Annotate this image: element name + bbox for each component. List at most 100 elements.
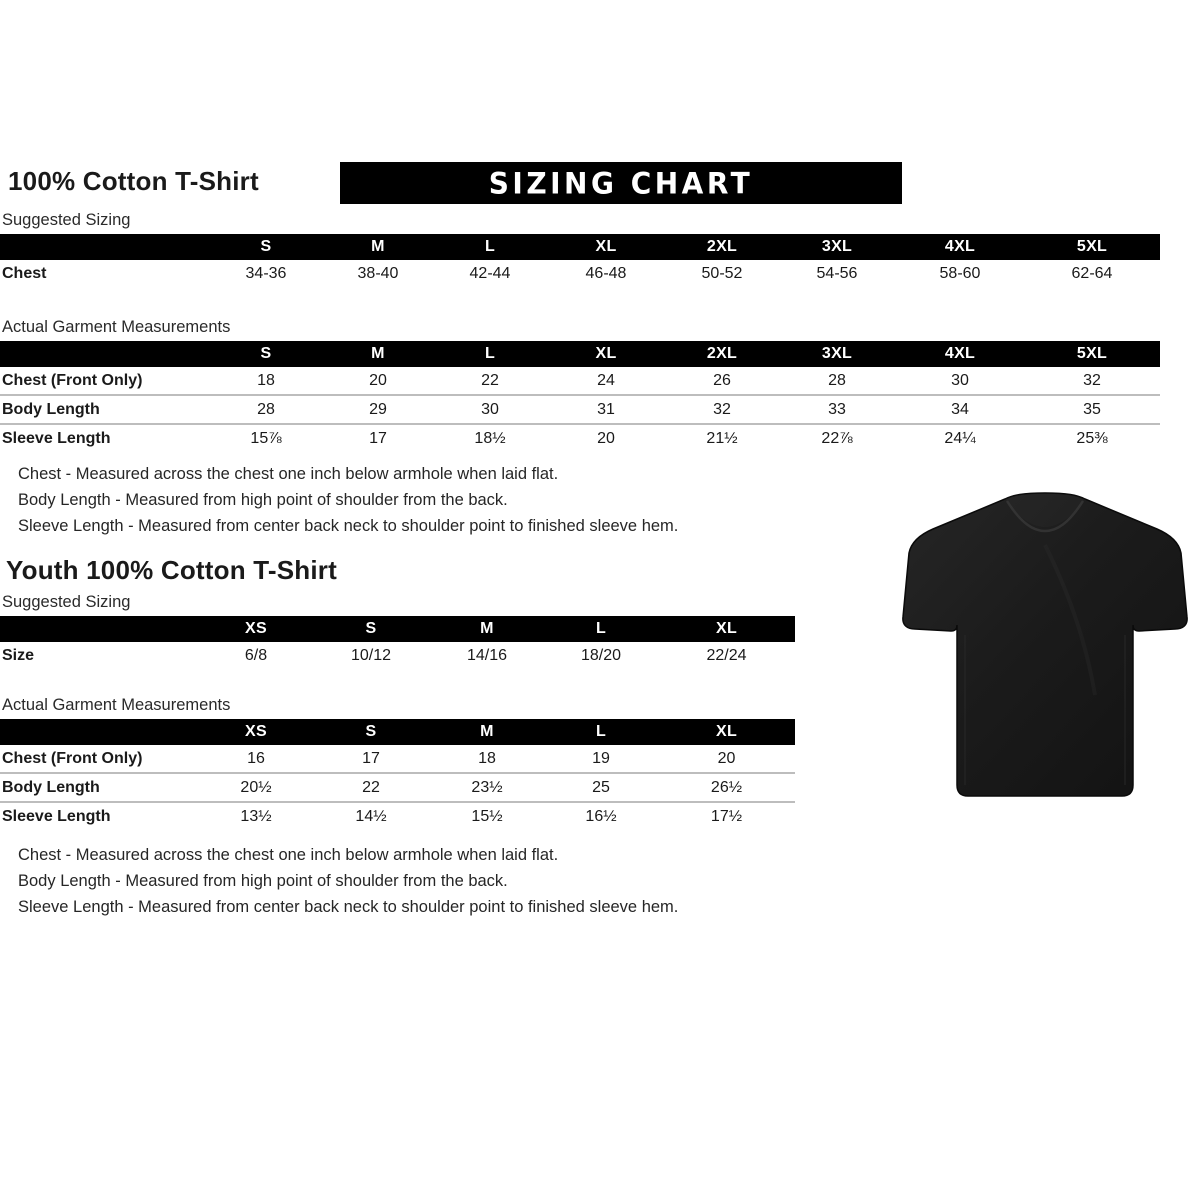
row-label-sleeve-length: Sleeve Length <box>0 424 210 452</box>
cell-bodylength-xs: 20½ <box>200 773 312 803</box>
cell-size-m: 14/16 <box>430 642 544 669</box>
sizing-chart-banner: SIZING CHART <box>340 162 902 204</box>
cell-bodylength-xl: 26½ <box>658 773 795 803</box>
col-header-xs: XS <box>200 616 312 642</box>
row-label-size: Size <box>0 642 200 669</box>
cell-chestfront-l: 19 <box>544 745 658 774</box>
cell-size-l: 18/20 <box>544 642 658 669</box>
cell-chest-5xl: 62-64 <box>1024 260 1160 287</box>
cell-sleevelength-3xl: 22⅞ <box>778 424 896 452</box>
table-row: Sleeve Length 15⅞ 17 18½ 20 21½ 22⅞ 24¼ … <box>0 424 1160 452</box>
cell-sleevelength-s: 15⅞ <box>210 424 322 452</box>
col-header-5xl: 5XL <box>1024 341 1160 367</box>
cell-sleevelength-l: 18½ <box>434 424 546 452</box>
cell-bodylength-m: 23½ <box>430 773 544 803</box>
col-header-3xl: 3XL <box>778 234 896 260</box>
adult-garment-measurements-table: S M L XL 2XL 3XL 4XL 5XL Chest (Front On… <box>0 341 1160 452</box>
col-header-m: M <box>430 719 544 745</box>
table-row: Chest (Front Only) 18 20 22 24 26 28 30 … <box>0 367 1160 396</box>
cell-sleevelength-5xl: 25⅜ <box>1024 424 1160 452</box>
col-header-l: L <box>434 234 546 260</box>
tshirt-product-image <box>895 485 1195 805</box>
cell-chestfront-m: 18 <box>430 745 544 774</box>
col-header-2xl: 2XL <box>666 234 778 260</box>
note-chest: Chest - Measured across the chest one in… <box>18 846 559 864</box>
row-label-body-length: Body Length <box>0 773 200 803</box>
cell-bodylength-2xl: 32 <box>666 395 778 425</box>
youth-garment-measurements-label: Actual Garment Measurements <box>2 696 231 714</box>
col-header-m: M <box>430 616 544 642</box>
header-row-label <box>0 719 200 745</box>
row-label-chest: Chest <box>0 260 210 287</box>
cell-size-xs: 6/8 <box>200 642 312 669</box>
cell-chestfront-s: 18 <box>210 367 322 396</box>
cell-sleevelength-2xl: 21½ <box>666 424 778 452</box>
adult-suggested-sizing-table: S M L XL 2XL 3XL 4XL 5XL Chest 34-36 38-… <box>0 234 1160 287</box>
col-header-m: M <box>322 341 434 367</box>
note-sleeve-length: Sleeve Length - Measured from center bac… <box>18 898 679 916</box>
cell-chestfront-xl: 24 <box>546 367 666 396</box>
table-header-row: S M L XL 2XL 3XL 4XL 5XL <box>0 341 1160 367</box>
table-row: Sleeve Length 13½ 14½ 15½ 16½ 17½ <box>0 802 795 830</box>
row-label-body-length: Body Length <box>0 395 210 425</box>
col-header-3xl: 3XL <box>778 341 896 367</box>
youth-garment-measurements-table: XS S M L XL Chest (Front Only) 16 17 18 … <box>0 719 795 830</box>
header-row-label <box>0 234 210 260</box>
cell-bodylength-4xl: 34 <box>896 395 1024 425</box>
cell-bodylength-3xl: 33 <box>778 395 896 425</box>
col-header-4xl: 4XL <box>896 234 1024 260</box>
col-header-m: M <box>322 234 434 260</box>
cell-sleevelength-xs: 13½ <box>200 802 312 830</box>
cell-chest-m: 38-40 <box>322 260 434 287</box>
adult-suggested-sizing-label: Suggested Sizing <box>2 211 131 229</box>
header-row-label <box>0 341 210 367</box>
table-row: Size 6/8 10/12 14/16 18/20 22/24 <box>0 642 795 669</box>
cell-chestfront-l: 22 <box>434 367 546 396</box>
youth-suggested-sizing-label: Suggested Sizing <box>2 593 131 611</box>
table-row: Chest (Front Only) 16 17 18 19 20 <box>0 745 795 774</box>
row-label-chest-front-only: Chest (Front Only) <box>0 367 210 396</box>
col-header-xl: XL <box>658 616 795 642</box>
cell-chestfront-xl: 20 <box>658 745 795 774</box>
col-header-s: S <box>312 719 430 745</box>
row-label-chest-front-only: Chest (Front Only) <box>0 745 200 774</box>
cell-size-xl: 22/24 <box>658 642 795 669</box>
row-label-sleeve-length: Sleeve Length <box>0 802 200 830</box>
youth-suggested-sizing-table: XS S M L XL Size 6/8 10/12 14/16 18/20 2… <box>0 616 795 669</box>
cell-sleevelength-xl: 20 <box>546 424 666 452</box>
youth-section-heading: Youth 100% Cotton T-Shirt <box>6 555 337 585</box>
cell-bodylength-xl: 31 <box>546 395 666 425</box>
cell-chestfront-3xl: 28 <box>778 367 896 396</box>
col-header-l: L <box>544 616 658 642</box>
cell-chest-2xl: 50-52 <box>666 260 778 287</box>
cell-chest-xl: 46-48 <box>546 260 666 287</box>
cell-bodylength-s: 22 <box>312 773 430 803</box>
table-header-row: XS S M L XL <box>0 616 795 642</box>
adult-measurement-notes: Chest - Measured across the chest one in… <box>18 461 678 539</box>
col-header-s: S <box>210 341 322 367</box>
sizing-chart-banner-label: SIZING CHART <box>488 165 754 201</box>
note-body-length: Body Length - Measured from high point o… <box>18 872 508 890</box>
col-header-l: L <box>544 719 658 745</box>
cell-size-s: 10/12 <box>312 642 430 669</box>
cell-chest-s: 34-36 <box>210 260 322 287</box>
table-row: Body Length 28 29 30 31 32 33 34 35 <box>0 395 1160 425</box>
cell-chestfront-m: 20 <box>322 367 434 396</box>
cell-chestfront-2xl: 26 <box>666 367 778 396</box>
col-header-xl: XL <box>546 341 666 367</box>
note-chest: Chest - Measured across the chest one in… <box>18 465 559 483</box>
col-header-5xl: 5XL <box>1024 234 1160 260</box>
cell-bodylength-l: 25 <box>544 773 658 803</box>
cell-sleevelength-l: 16½ <box>544 802 658 830</box>
cell-sleevelength-s: 14½ <box>312 802 430 830</box>
adult-garment-measurements-label: Actual Garment Measurements <box>2 318 231 336</box>
cell-chest-3xl: 54-56 <box>778 260 896 287</box>
tshirt-icon <box>902 492 1188 797</box>
col-header-l: L <box>434 341 546 367</box>
cell-chestfront-s: 17 <box>312 745 430 774</box>
col-header-s: S <box>312 616 430 642</box>
col-header-s: S <box>210 234 322 260</box>
col-header-4xl: 4XL <box>896 341 1024 367</box>
col-header-xl: XL <box>658 719 795 745</box>
